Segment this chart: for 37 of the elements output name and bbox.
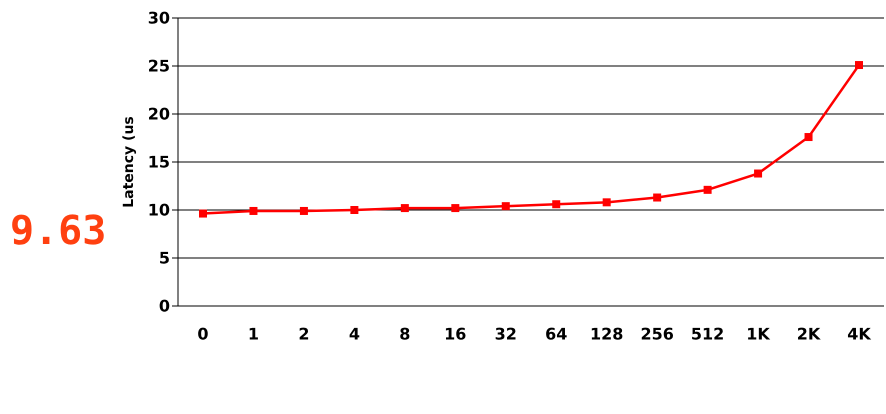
x-tick-label: 1K <box>746 324 770 344</box>
x-tick-label: 0 <box>197 324 209 344</box>
x-tick-label: 8 <box>399 324 410 344</box>
x-tick-label: 2 <box>298 324 310 344</box>
point <box>502 202 510 210</box>
x-tick-label: 4 <box>348 324 360 344</box>
point <box>855 61 863 70</box>
point <box>350 206 358 214</box>
point <box>249 206 258 215</box>
point <box>653 194 662 202</box>
point <box>300 206 308 215</box>
point <box>400 204 409 212</box>
y-tick-label: 5 <box>158 248 170 268</box>
point <box>704 186 712 194</box>
point <box>552 200 560 208</box>
y-axis-title: Latency (us <box>120 116 137 208</box>
x-tick-label: 128 <box>590 324 624 344</box>
x-tick-label: 512 <box>690 324 724 344</box>
x-tick-label: 2K <box>796 324 821 344</box>
x-tick-label: 4K <box>847 324 872 344</box>
point <box>199 210 207 218</box>
y-tick-label: 10 <box>148 200 170 220</box>
x-tick-label: 1 <box>248 324 260 344</box>
point <box>451 204 460 212</box>
text: 9.63 <box>10 208 106 254</box>
x-tick-label: 256 <box>640 324 674 344</box>
x-tick-label: 32 <box>494 324 517 344</box>
point <box>754 170 762 178</box>
x-tick-label: 64 <box>545 324 568 344</box>
y-tick-label: 15 <box>148 152 170 172</box>
y-tick-label: 30 <box>148 8 170 28</box>
y-tick-label: 25 <box>148 56 170 76</box>
y-tick-label: 20 <box>148 104 170 124</box>
point <box>804 133 813 142</box>
point <box>602 198 611 206</box>
y-tick-label: 0 <box>158 296 170 316</box>
x-tick-label: 16 <box>444 324 466 344</box>
